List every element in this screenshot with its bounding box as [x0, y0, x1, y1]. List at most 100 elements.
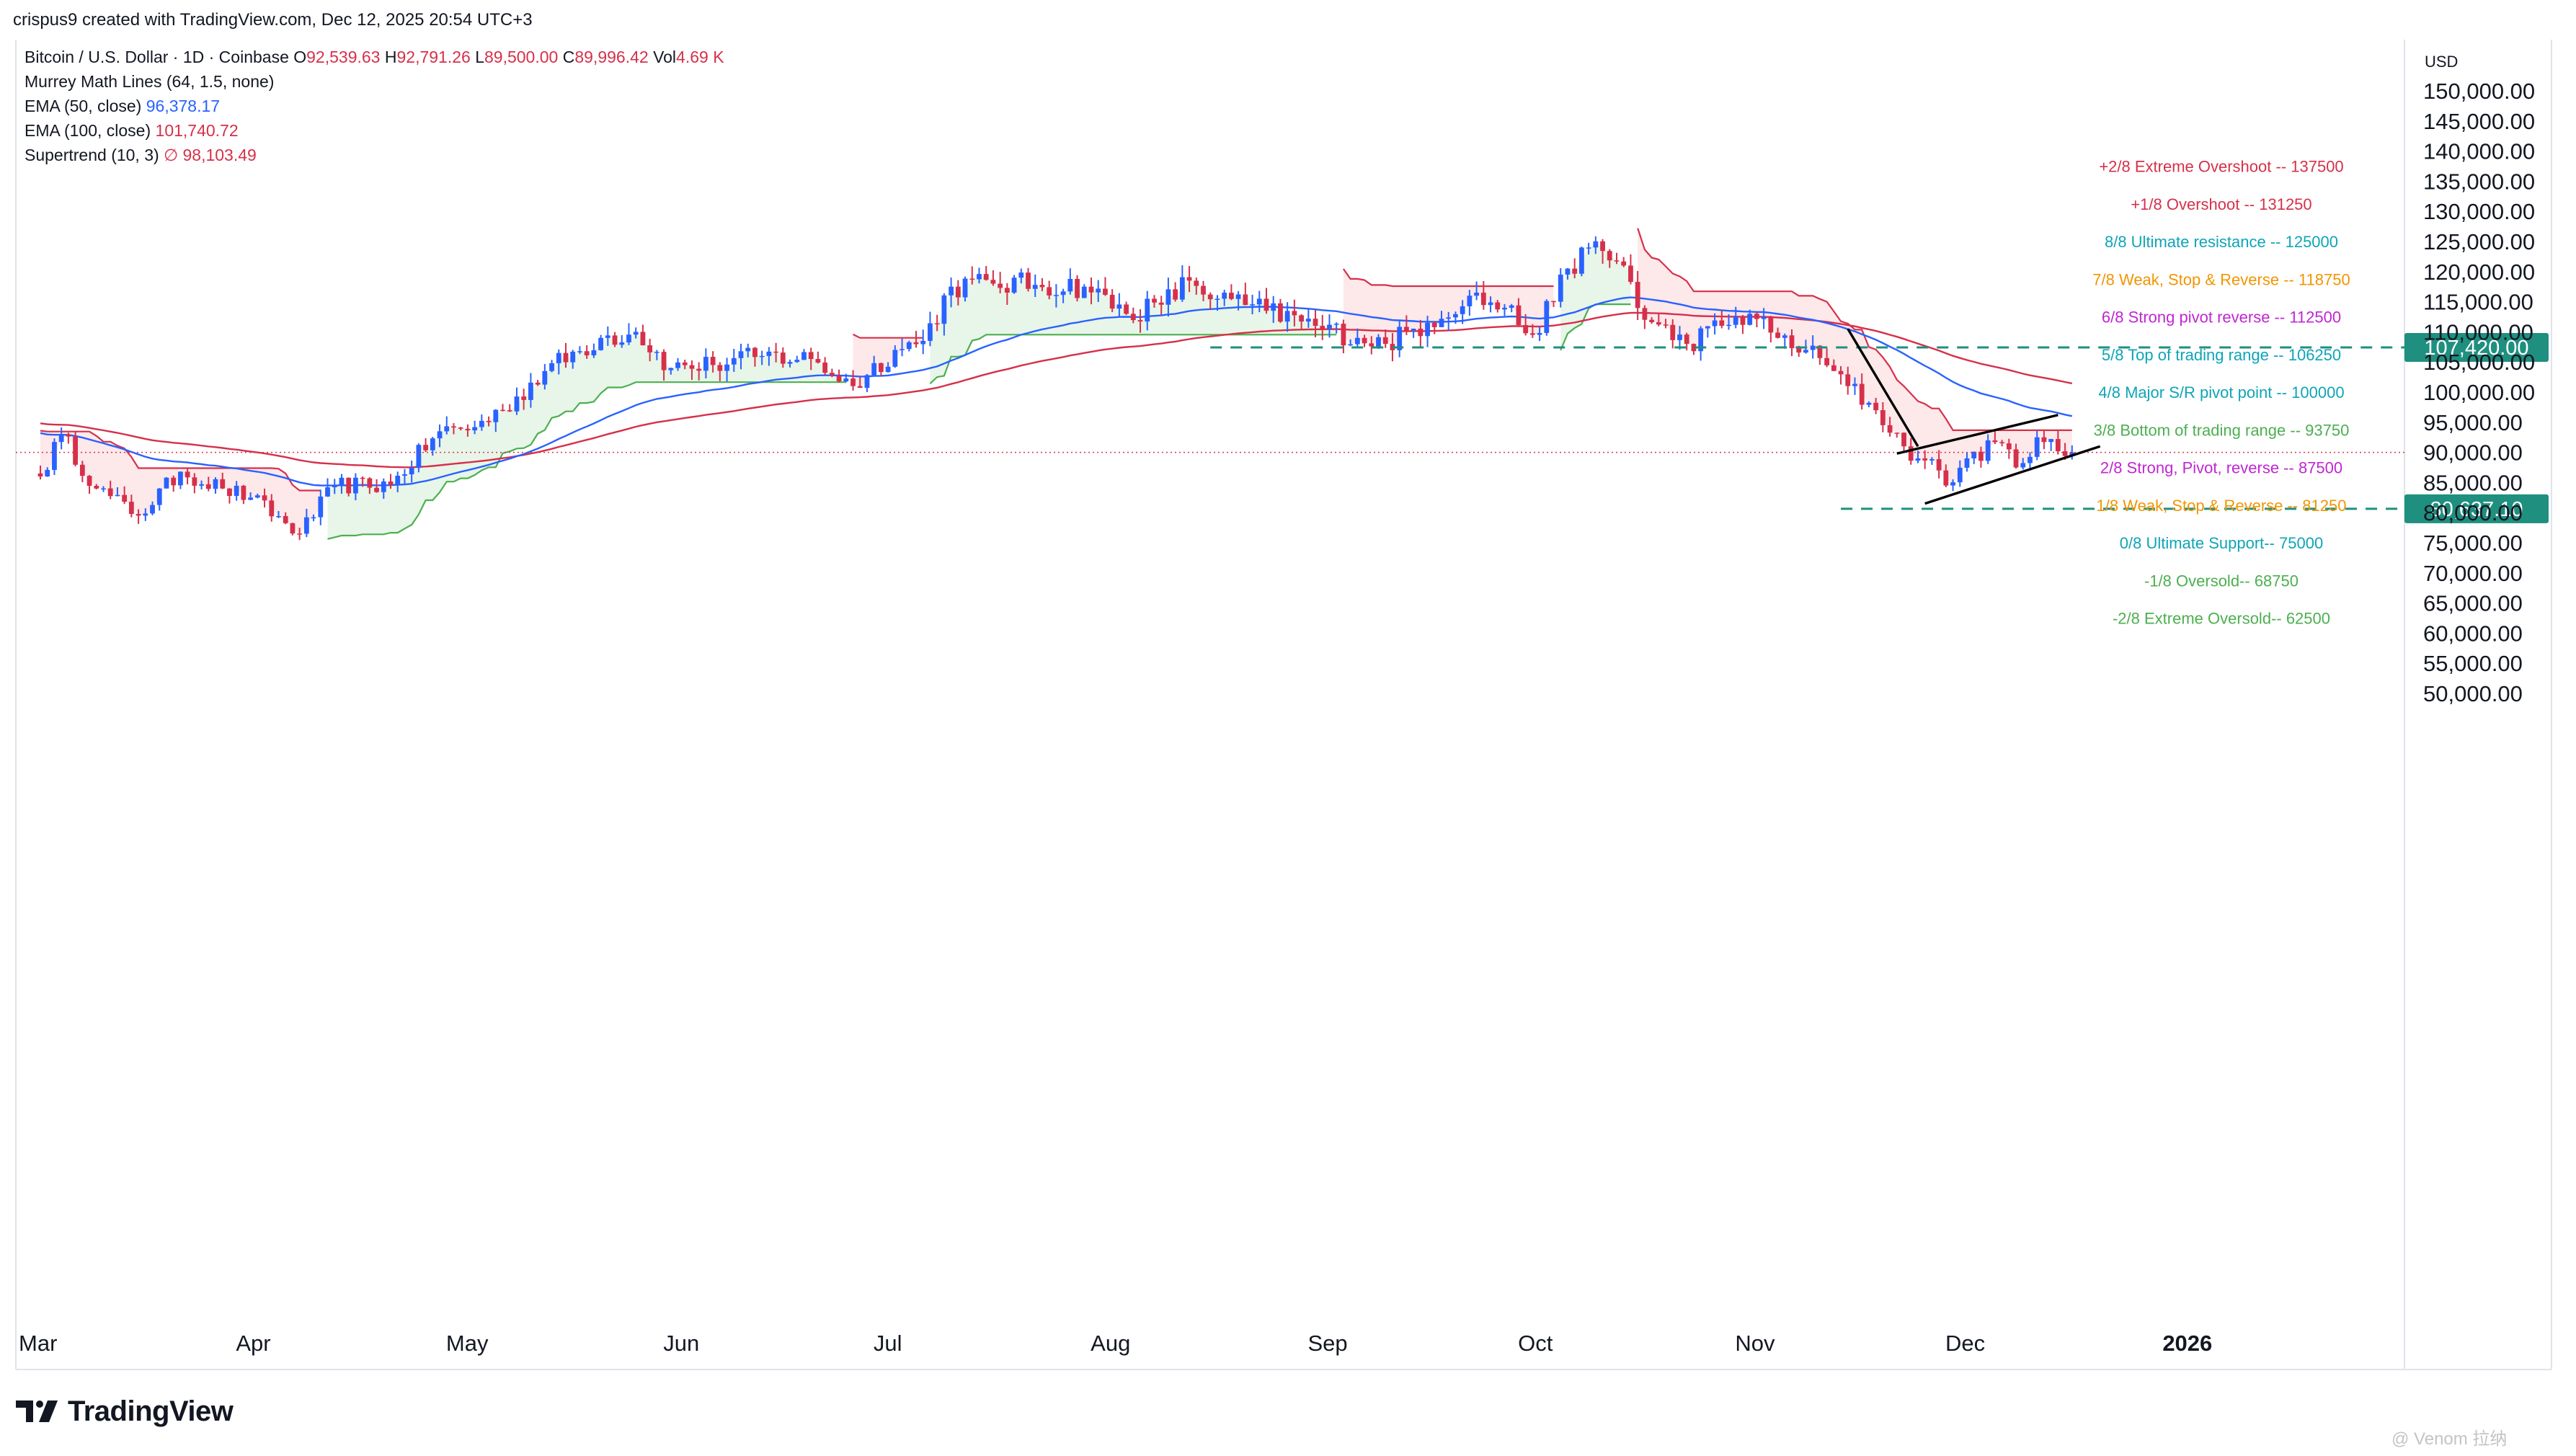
candle [1705, 326, 1710, 338]
candle [1747, 309, 1753, 326]
candle-body [430, 438, 435, 450]
candle [1439, 311, 1444, 327]
candle [360, 476, 365, 487]
candle [871, 355, 877, 376]
candle-body [1411, 328, 1416, 332]
candle-body [2028, 456, 2033, 463]
candle-body [2013, 449, 2019, 468]
candle [73, 432, 78, 466]
candle-body [1397, 327, 1403, 350]
candle [766, 347, 772, 366]
candle [598, 334, 603, 351]
candle-body [290, 523, 296, 534]
candle [1341, 319, 1346, 354]
candle-body [1271, 303, 1276, 311]
candle-body [1852, 383, 1857, 386]
indicator-row: EMA (50, close) 96,378.17 [25, 95, 220, 117]
tradingview-logo[interactable]: TradingView [16, 1395, 234, 1428]
y-axis-tick-label: 75,000.00 [2423, 531, 2523, 556]
candle-body [1964, 458, 1970, 468]
candle [367, 477, 373, 494]
candle-body [1873, 402, 1879, 411]
candle [1663, 319, 1669, 329]
candle-body [717, 365, 723, 371]
candle-body [773, 351, 778, 353]
wedge-lower-trendline [1924, 445, 2101, 505]
candle [1761, 308, 1767, 329]
y-axis-tick-label: 100,000.00 [2423, 380, 2535, 405]
candle-body [1158, 302, 1164, 305]
candle-body [738, 351, 744, 358]
candle [45, 467, 50, 477]
candle-body [37, 473, 43, 477]
candle-body [1418, 328, 1424, 337]
candle [1516, 298, 1522, 327]
candle [815, 351, 821, 364]
candle-body [990, 280, 996, 284]
candle-body [493, 409, 499, 422]
candle-body [1047, 287, 1052, 296]
candle-body [1404, 327, 1409, 332]
candle-body [45, 469, 50, 477]
candle-body [423, 445, 428, 450]
currency-button[interactable]: USD [2406, 45, 2514, 79]
candle [458, 427, 463, 431]
candle [808, 347, 814, 370]
candle-body [2041, 437, 2047, 443]
candle [205, 476, 211, 492]
candle [934, 314, 940, 332]
candle [724, 358, 729, 382]
candle [990, 270, 996, 286]
candle-body [1495, 302, 1501, 310]
murrey-level-label: -1/8 Oversold-- 68750 [2144, 572, 2299, 590]
candle-body [675, 362, 680, 368]
candle [570, 350, 576, 369]
candle-body [1060, 291, 1066, 296]
candle [507, 404, 512, 412]
candle-body [73, 436, 78, 465]
candle [1586, 242, 1591, 255]
candle [920, 329, 926, 355]
murrey-level-label: 6/8 Strong pivot reverse -- 112500 [2102, 308, 2341, 327]
candle [710, 351, 716, 373]
candle [1873, 397, 1879, 414]
candle-body [1824, 358, 1829, 365]
candle [248, 492, 253, 500]
candle [696, 362, 702, 381]
candle-body [598, 337, 603, 350]
murrey-level-label: 3/8 Bottom of trading range -- 93750 [2094, 421, 2350, 439]
candle [1229, 284, 1234, 301]
candle-body [1004, 288, 1010, 293]
candle-body [79, 464, 85, 476]
symbol-ohlc-row: Bitcoin / U.S. Dollar · 1D · Coinbase O9… [25, 46, 724, 68]
candle [1859, 373, 1865, 410]
candle [1467, 290, 1473, 316]
candle-body [682, 362, 688, 365]
candle [1656, 313, 1661, 327]
candle [879, 363, 884, 376]
candle-body [1894, 432, 1900, 434]
candle-body [479, 420, 484, 427]
candle [605, 326, 610, 346]
candle [962, 276, 968, 302]
candle-body [1789, 335, 1795, 349]
indicator-row: Supertrend (10, 3) ∅ 98,103.49 [25, 144, 257, 166]
candle-body [1985, 440, 1991, 461]
candle [128, 494, 134, 518]
candle-body [549, 363, 554, 371]
candle-body [1067, 278, 1073, 292]
candle-body [703, 357, 709, 371]
candle [2006, 438, 2012, 459]
candle-body [1614, 260, 1620, 262]
candle [1880, 401, 1886, 432]
key-level-badge-label: 80,637.10 [2430, 498, 2523, 521]
candle [1411, 328, 1416, 338]
candle-body [269, 500, 275, 517]
candle-body [745, 347, 751, 352]
candle-body [1929, 459, 1935, 461]
candle-body [661, 352, 667, 370]
candle [297, 528, 303, 541]
candle-body [1908, 446, 1914, 461]
candle [1124, 301, 1129, 315]
